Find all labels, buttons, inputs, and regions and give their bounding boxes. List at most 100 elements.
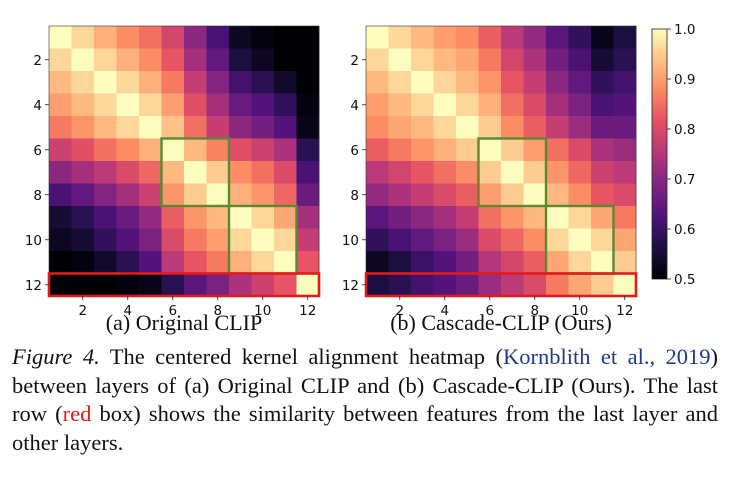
cka-heatmap-figure: 2 4 6 8 10 12 2 4 6 8 10 12 (a) Original CLIP 2 4 6 8 1… xyxy=(25,22,696,335)
x-tick-label: 2 xyxy=(78,303,87,319)
heatmap-cell xyxy=(478,93,502,117)
heatmap-cell xyxy=(366,183,389,207)
heatmap-cell xyxy=(411,251,434,274)
heatmap-cell xyxy=(49,26,72,49)
heatmap-cell xyxy=(568,183,592,207)
heatmap-cell xyxy=(388,273,412,297)
heatmap-cell xyxy=(251,206,275,229)
heatmap-cell xyxy=(613,206,637,229)
heatmap-cell xyxy=(206,26,230,49)
heatmap-cell xyxy=(478,273,502,297)
heatmap-cell xyxy=(523,273,547,297)
heatmap-cell xyxy=(411,116,434,139)
x-tick-label: 4 xyxy=(440,303,449,319)
heatmap-cell xyxy=(274,48,297,72)
heatmap-cell xyxy=(411,138,434,162)
citation-link[interactable]: Kornblith et al., 2019 xyxy=(502,344,711,369)
heatmap-cell xyxy=(613,273,637,297)
heatmap-cell xyxy=(251,71,275,94)
heatmap-cell xyxy=(296,206,320,229)
heatmap-cell xyxy=(411,71,434,94)
heatmap-cell xyxy=(229,183,252,207)
heatmap-cell xyxy=(546,138,569,162)
heatmap-cell xyxy=(251,228,275,252)
heatmap-cell xyxy=(591,251,614,274)
y-tick-label: 12 xyxy=(342,278,359,294)
heatmap-cell xyxy=(456,161,479,184)
heatmap-cell xyxy=(411,228,434,252)
green-box-layers-6-8 xyxy=(160,137,231,208)
heatmap-cell xyxy=(501,71,524,94)
heatmap-cell xyxy=(388,228,412,252)
heatmap-cell xyxy=(116,228,140,252)
heatmap-cell xyxy=(116,183,140,207)
heatmap-cell xyxy=(274,228,297,252)
y-tick-label: 12 xyxy=(25,278,42,294)
heatmap-cell xyxy=(591,273,614,297)
heatmap-cell xyxy=(388,71,412,94)
heatmap-cells xyxy=(365,25,637,297)
heatmap-cell xyxy=(478,48,502,72)
heatmap-cell xyxy=(523,93,547,117)
heatmap-cell xyxy=(274,116,297,139)
heatmap-cell xyxy=(49,251,72,274)
heatmap-cell xyxy=(433,161,457,184)
heatmap-cell xyxy=(568,273,592,297)
heatmap-cell xyxy=(296,71,320,94)
heatmap-cell xyxy=(478,138,502,162)
caption-label: Figure 4. xyxy=(12,344,100,369)
y-tick-label: 8 xyxy=(33,188,42,204)
colorbar-ticks: 1.0 0.9 0.8 0.7 0.6 0.5 xyxy=(667,22,695,288)
heatmap-cell xyxy=(161,48,185,72)
heatmap-cell xyxy=(478,251,502,274)
heatmap-cell xyxy=(49,273,72,297)
heatmap-cell xyxy=(456,48,479,72)
heatmap-cell xyxy=(71,251,95,274)
colorbar-tick-label: 1.0 xyxy=(674,22,695,38)
heatmap-cell xyxy=(591,228,614,252)
heatmap-cell xyxy=(523,206,547,229)
heatmap-cell xyxy=(206,138,230,162)
heatmap-cell xyxy=(613,228,637,252)
heatmap-cell xyxy=(251,273,275,297)
heatmap-cell xyxy=(274,183,297,207)
heatmap-cell xyxy=(613,71,637,94)
heatmap-cell xyxy=(546,251,569,274)
heatmap-cell xyxy=(433,273,457,297)
heatmap-cell xyxy=(49,183,72,207)
heatmap-cell xyxy=(49,161,72,184)
heatmap-cell xyxy=(501,228,524,252)
heatmap-cell xyxy=(206,228,230,252)
heatmap-panel-original-clip: 2 4 6 8 10 12 2 4 6 8 10 12 (a) Original CLIP xyxy=(25,25,321,335)
heatmap-cell xyxy=(71,273,95,297)
heatmap-cell xyxy=(478,228,502,252)
heatmap-cell xyxy=(139,161,162,184)
heatmap-cell xyxy=(71,228,95,252)
heatmap-cell xyxy=(456,93,479,117)
heatmap-cell xyxy=(229,26,252,49)
heatmap-cell xyxy=(184,228,207,252)
heatmap-cell xyxy=(206,251,230,274)
heatmap-cell xyxy=(49,206,72,229)
y-tick-label: 4 xyxy=(350,98,359,114)
heatmap-cell xyxy=(251,251,275,274)
heatmap-cell xyxy=(251,138,275,162)
heatmap-cell xyxy=(139,206,162,229)
heatmap-cell xyxy=(366,273,389,297)
heatmap-cell xyxy=(94,138,117,162)
heatmap-cell xyxy=(206,183,230,207)
heatmap-cell xyxy=(251,48,275,72)
x-tick-label: 6 xyxy=(168,303,177,319)
heatmap-cell xyxy=(546,116,569,139)
heatmap-cell xyxy=(49,93,72,117)
heatmap-cell xyxy=(229,93,252,117)
heatmap-cell xyxy=(49,138,72,162)
heatmap-cell xyxy=(161,71,185,94)
heatmap-cell xyxy=(274,93,297,117)
heatmap-cell xyxy=(49,48,72,72)
heatmap-cell xyxy=(591,161,614,184)
axis-ticks: 2 4 6 8 10 12 2 4 6 8 10 12 xyxy=(342,53,634,319)
heatmap-cell xyxy=(251,161,275,184)
heatmap-cell xyxy=(546,71,569,94)
heatmap-cell xyxy=(161,138,185,162)
